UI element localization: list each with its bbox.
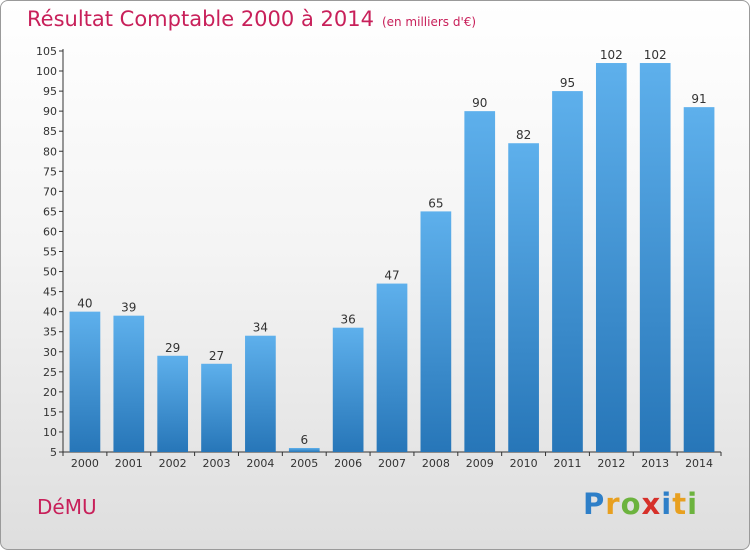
bar-2007: [376, 283, 408, 452]
chart-axes: 5 10 15 20 25 30 35 40 45 50 55 60 65 70 75 80 85 90 95 100…: [36, 45, 722, 470]
y-tick-label: 50: [43, 266, 57, 279]
y-tick-label: 85: [43, 125, 57, 138]
logo-letter: r: [605, 487, 621, 521]
logo-letter: i: [661, 487, 673, 521]
x-tick-label: 2007: [378, 457, 406, 470]
data-label: 91: [691, 92, 706, 106]
x-tick-label: 2010: [510, 457, 538, 470]
data-label: 29: [165, 341, 180, 355]
y-tick-label: 70: [43, 185, 57, 198]
y-tick-label: 80: [43, 145, 57, 158]
x-tick-label: 2001: [115, 457, 143, 470]
y-tick-label: 100: [36, 65, 57, 78]
bar-2008: [420, 211, 452, 452]
x-tick-label: 2009: [466, 457, 494, 470]
bar-2004: [245, 335, 276, 452]
proxiti-logo[interactable]: Proxiti: [583, 487, 698, 521]
data-label: 36: [340, 313, 355, 327]
chart-unit: (en milliers d'€): [381, 15, 477, 29]
bar-2012: [595, 63, 627, 452]
logo-letter: t: [672, 487, 688, 521]
x-tick-label: 2013: [641, 457, 669, 470]
y-tick-label: 10: [43, 426, 57, 439]
bar-2014: [683, 107, 715, 452]
x-tick-label: 2004: [246, 457, 274, 470]
y-tick-label: 60: [43, 225, 57, 238]
commune-name: DéMU: [37, 495, 97, 519]
y-tick-label: 105: [36, 45, 57, 58]
data-label: 6: [300, 433, 308, 447]
y-tick-label: 35: [43, 326, 57, 339]
data-label: 27: [209, 349, 224, 363]
bar-2013: [639, 63, 671, 452]
chart-data-labels: 40 39 29 27 34 6 36 47 65 90 82 95 102 102 91: [77, 48, 706, 447]
x-tick-label: 2011: [553, 457, 581, 470]
x-tick-label: 2005: [290, 457, 318, 470]
x-tick-label: 2000: [71, 457, 99, 470]
bar-2011: [552, 91, 583, 452]
data-label: 40: [77, 297, 92, 311]
data-label: 102: [600, 48, 623, 62]
y-tick-label: 95: [43, 85, 57, 98]
logo-letter: o: [620, 487, 642, 521]
data-label: 82: [516, 128, 531, 142]
data-label: 90: [472, 96, 487, 110]
y-tick-label: 90: [43, 105, 57, 118]
bar-2001: [113, 315, 145, 452]
y-tick-label: 65: [43, 205, 57, 218]
data-label: 47: [384, 269, 399, 283]
data-label: 39: [121, 301, 136, 315]
x-tick-label: 2014: [685, 457, 713, 470]
y-tick-label: 45: [43, 286, 57, 299]
bar-2003: [201, 363, 232, 452]
data-label: 34: [253, 321, 268, 335]
bar-2005: [288, 447, 320, 452]
bar-2009: [464, 111, 496, 453]
y-tick-label: 40: [43, 306, 57, 319]
x-tick-label: 2002: [159, 457, 187, 470]
y-tick-label: 55: [43, 246, 57, 259]
x-tick-label: 2006: [334, 457, 362, 470]
x-tick-label: 2012: [597, 457, 625, 470]
y-tick-label: 75: [43, 165, 57, 178]
logo-letter: x: [641, 487, 662, 521]
data-label: 102: [644, 48, 667, 62]
bar-2002: [157, 355, 189, 452]
x-tick-label: 2008: [422, 457, 450, 470]
bar-2006: [332, 327, 364, 452]
chart-bars: [69, 63, 715, 453]
bar-2010: [508, 143, 539, 453]
logo-letter: P: [583, 487, 606, 521]
logo-letter: i: [687, 487, 699, 521]
y-tick-label: 25: [43, 366, 57, 379]
chart-title-text: Résultat Comptable 2000 à 2014: [27, 7, 374, 31]
chart-title: Résultat Comptable 2000 à 2014 (en millie…: [27, 7, 476, 31]
y-tick-label: 30: [43, 346, 57, 359]
x-tick-label: 2003: [203, 457, 231, 470]
y-tick-label: 15: [43, 406, 57, 419]
y-tick-label: 20: [43, 386, 57, 399]
data-label: 65: [428, 196, 443, 210]
y-tick-label: 5: [50, 446, 57, 459]
data-label: 95: [560, 76, 575, 90]
bar-2000: [69, 311, 101, 452]
